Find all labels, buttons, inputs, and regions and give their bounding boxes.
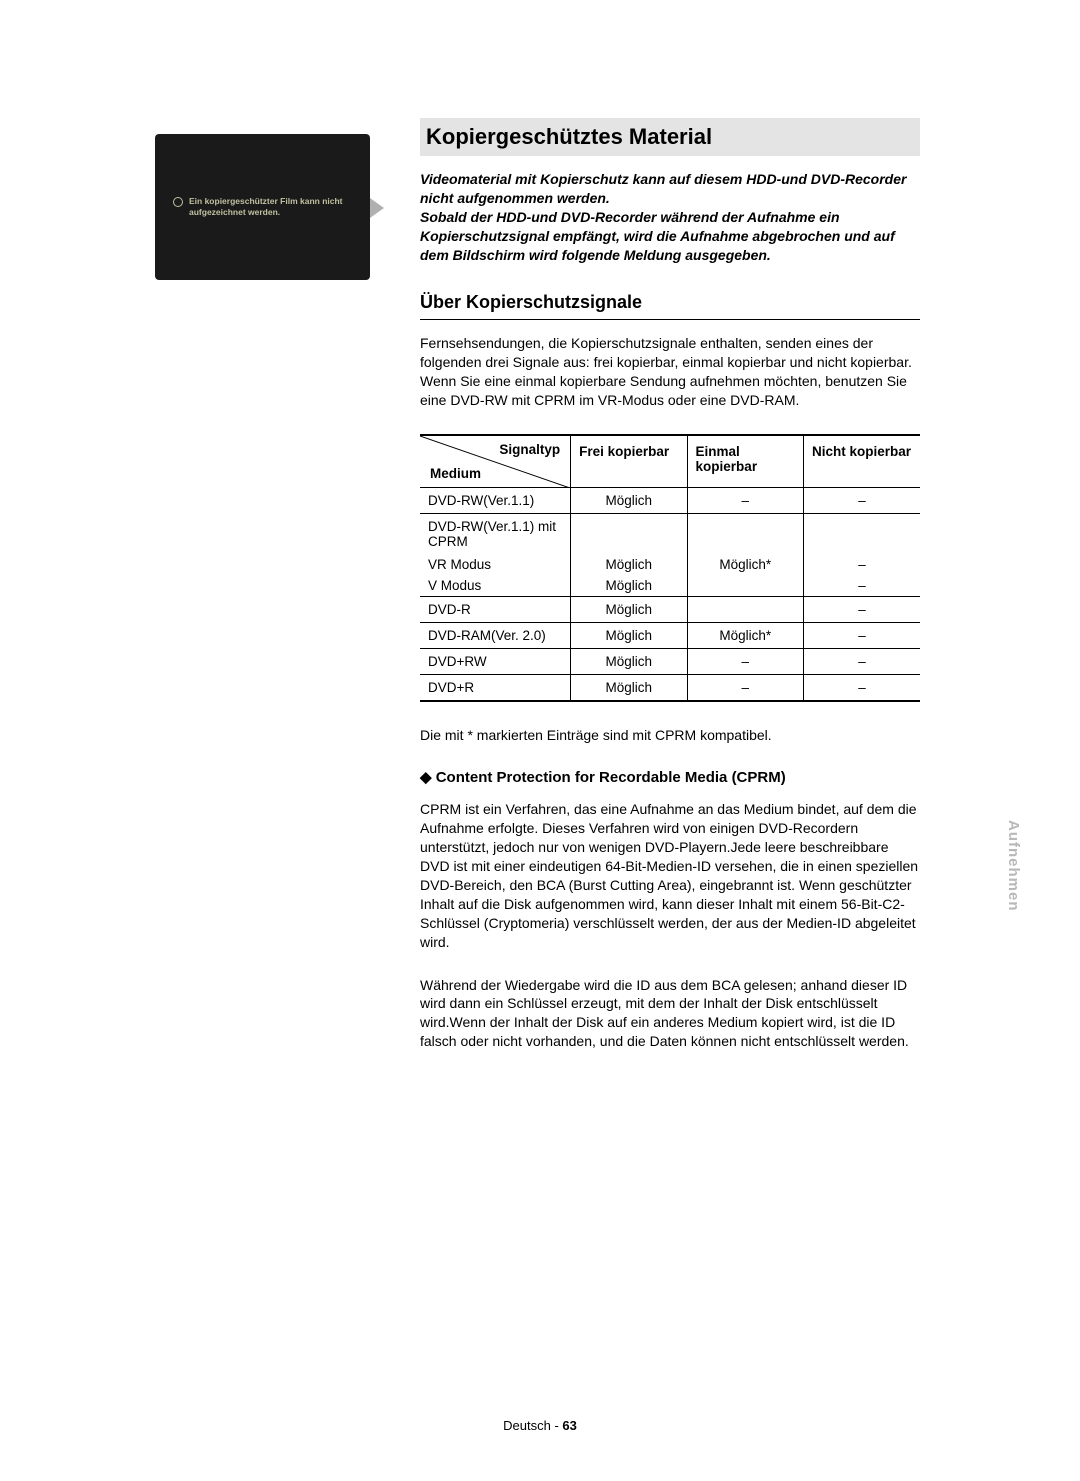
table-cell: – bbox=[804, 575, 921, 597]
table-footnote: Die mit * markierten Einträge sind mit C… bbox=[420, 726, 920, 745]
table-cell bbox=[687, 513, 803, 554]
table-row-medium: VR Modus bbox=[420, 554, 571, 575]
table-cell: – bbox=[687, 674, 803, 701]
table-cell: Möglich bbox=[571, 674, 687, 701]
table-cell: – bbox=[804, 487, 921, 513]
table-header-diagonal: Signaltyp Medium bbox=[420, 435, 571, 487]
table-cell: Möglich bbox=[571, 554, 687, 575]
table-header-col-1: Frei kopierbar bbox=[571, 435, 687, 487]
table-cell: Möglich* bbox=[687, 554, 803, 575]
table-header-col-2: Einmal kopierbar bbox=[687, 435, 803, 487]
footer-language: Deutsch - bbox=[503, 1418, 562, 1433]
body-paragraph-1: Fernsehsendungen, die Kopierschutzsignal… bbox=[420, 334, 920, 410]
table-cell: – bbox=[804, 554, 921, 575]
section-title: Kopiergeschütztes Material bbox=[420, 118, 920, 156]
table-cell bbox=[687, 575, 803, 597]
signal-table: Signaltyp Medium Frei kopierbar Einmal k… bbox=[420, 434, 920, 702]
table-cell: Möglich bbox=[571, 575, 687, 597]
table-row-medium: DVD-RAM(Ver. 2.0) bbox=[420, 622, 571, 648]
info-icon bbox=[173, 197, 183, 207]
intro-text: Videomaterial mit Kopierschutz kann auf … bbox=[420, 170, 920, 264]
table-cell: – bbox=[687, 648, 803, 674]
cprm-paragraph-1: CPRM ist ein Verfahren, das eine Aufnahm… bbox=[420, 800, 920, 951]
table-cell: Möglich bbox=[571, 622, 687, 648]
table-cell: Möglich bbox=[571, 648, 687, 674]
table-cell: – bbox=[804, 622, 921, 648]
table-body: DVD-RW(Ver.1.1)Möglich––DVD-RW(Ver.1.1) … bbox=[420, 487, 920, 701]
cprm-heading: ◆ Content Protection for Recordable Medi… bbox=[420, 768, 920, 786]
table-header-col-3: Nicht kopierbar bbox=[804, 435, 921, 487]
arrow-icon bbox=[370, 198, 384, 218]
table-row-medium: DVD+RW bbox=[420, 648, 571, 674]
section-tab: Aufnehmen bbox=[1005, 820, 1022, 912]
onscreen-message-preview: Ein kopiergeschützter Film kann nicht au… bbox=[155, 134, 370, 280]
table-header-medium: Medium bbox=[430, 466, 481, 481]
table-cell: Möglich bbox=[571, 487, 687, 513]
table-cell: – bbox=[804, 648, 921, 674]
table-cell bbox=[571, 513, 687, 554]
table-cell: Möglich* bbox=[687, 622, 803, 648]
cprm-paragraph-2: Während der Wiedergabe wird die ID aus d… bbox=[420, 976, 920, 1052]
table-row-medium: DVD-RW(Ver.1.1) bbox=[420, 487, 571, 513]
table-row-medium: V Modus bbox=[420, 575, 571, 597]
footer-page-number: 63 bbox=[562, 1418, 576, 1433]
page-footer: Deutsch - 63 bbox=[0, 1418, 1080, 1433]
table-cell: – bbox=[804, 674, 921, 701]
onscreen-message-text: Ein kopiergeschützter Film kann nicht au… bbox=[189, 196, 370, 217]
table-cell bbox=[687, 596, 803, 622]
table-cell: Möglich bbox=[571, 596, 687, 622]
table-header-signaltype: Signaltyp bbox=[499, 442, 560, 457]
table-cell: – bbox=[687, 487, 803, 513]
table-cell bbox=[804, 513, 921, 554]
table-row-medium: DVD+R bbox=[420, 674, 571, 701]
table-cell: – bbox=[804, 596, 921, 622]
sub-heading: Über Kopierschutzsignale bbox=[420, 292, 920, 320]
table-row-medium: DVD-R bbox=[420, 596, 571, 622]
table-row-medium: DVD-RW(Ver.1.1) mit CPRM bbox=[420, 513, 571, 554]
